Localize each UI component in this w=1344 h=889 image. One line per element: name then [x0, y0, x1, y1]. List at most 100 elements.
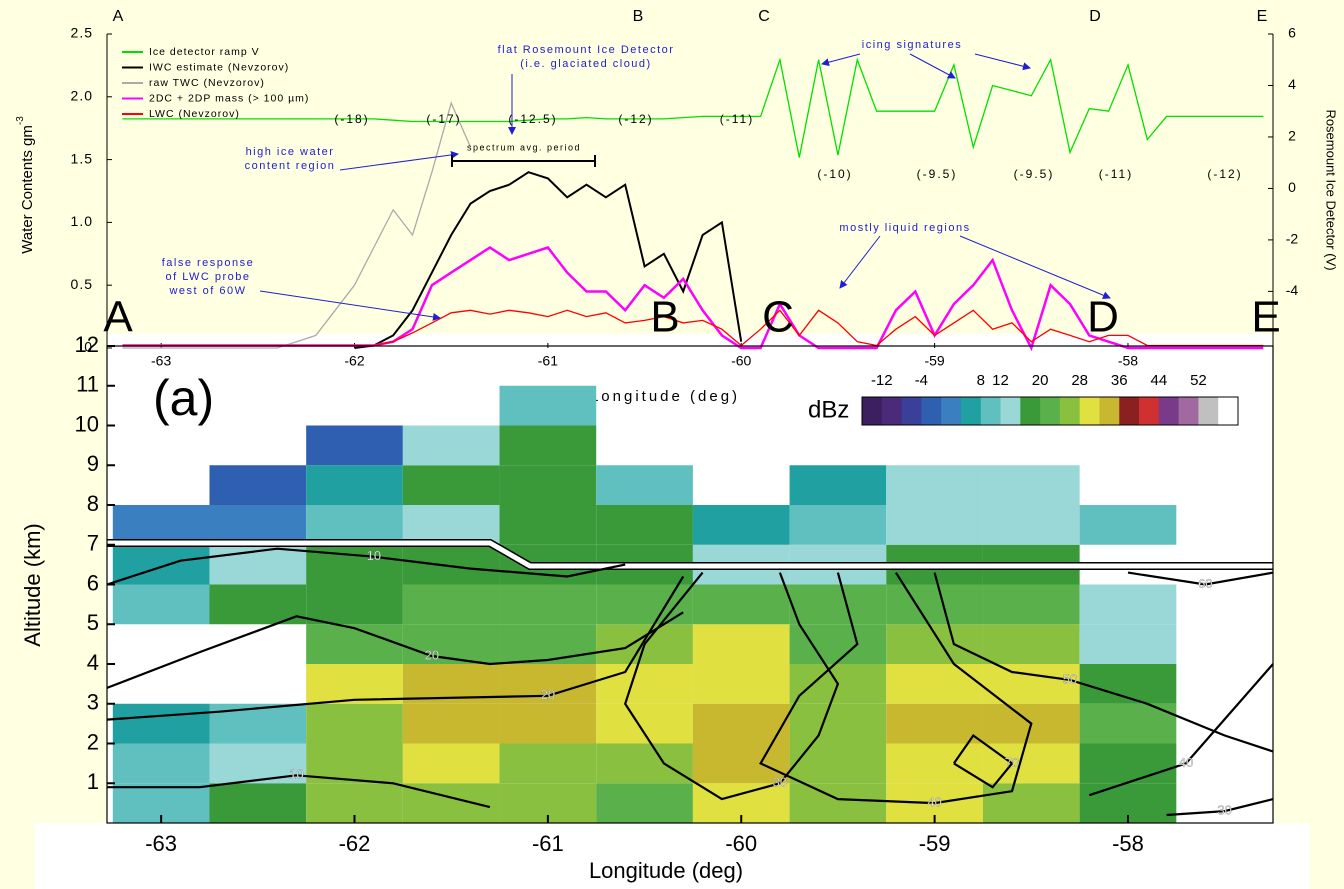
colorbar-swatch [862, 397, 882, 425]
y-axis-title: Altitude (km) [20, 523, 45, 646]
colorbar-tick-label: -12 [871, 372, 893, 389]
contour-label: 60 [1198, 576, 1212, 591]
colorbar-swatch [1119, 397, 1139, 425]
y-tick-label: 9 [87, 451, 99, 476]
temperature-label: (-10) [817, 167, 852, 181]
reflectivity-cell [306, 505, 403, 545]
reflectivity-cell [983, 744, 1080, 784]
x-tick-label: -61 [538, 353, 558, 369]
reflectivity-cell [209, 465, 306, 505]
colorbar-tick-label: 52 [1190, 372, 1207, 389]
temperature-label: (-9.5) [917, 167, 958, 181]
reflectivity-cell [693, 505, 790, 545]
legend-label: LWC (Nevzorov) [149, 108, 240, 120]
reflectivity-cell [983, 624, 1080, 664]
colorbar-tick-label: 44 [1150, 372, 1167, 389]
annotation: content region [245, 160, 336, 172]
contour-label: 10 [367, 548, 381, 563]
reflectivity-cell [403, 704, 500, 744]
contour-label: 70 [1005, 755, 1019, 770]
y-axis-title-exponent: -3 [15, 116, 26, 125]
y-tick-label: 10 [75, 411, 99, 436]
waypoint-label: A [113, 8, 124, 25]
colorbar-swatch [1060, 397, 1080, 425]
colorbar-tick-label: 12 [992, 372, 1009, 389]
x-tick-label: -62 [339, 831, 371, 856]
y-tick-label: 8 [87, 491, 99, 516]
y-tick-label: 3 [87, 690, 99, 715]
reflectivity-cell [596, 505, 693, 545]
x-tick-label: -63 [151, 353, 171, 369]
reflectivity-cell [403, 585, 500, 625]
colorbar-tick-label: -4 [915, 372, 928, 389]
reflectivity-cell [886, 664, 983, 704]
x-axis-title: Longitude (deg) [590, 388, 740, 405]
reflectivity-cell [596, 465, 693, 505]
reflectivity-cell [790, 505, 887, 545]
x-tick-label: -58 [1118, 353, 1138, 369]
reflectivity-cell [403, 744, 500, 784]
annotation: false response [162, 257, 255, 269]
colorbar-swatch [981, 397, 1001, 425]
y-tick-label: 11 [76, 372, 99, 397]
reflectivity-cell [500, 505, 597, 545]
reflectivity-cell [306, 585, 403, 625]
reflectivity-cell [113, 585, 210, 625]
reflectivity-cell [306, 465, 403, 505]
colorbar-swatch [882, 397, 902, 425]
reflectivity-cell [500, 465, 597, 505]
reflectivity-cell [790, 704, 887, 744]
reflectivity-cell [306, 426, 403, 466]
y-tick-label: 2.5 [71, 25, 93, 41]
contour-label: 40 [1179, 755, 1193, 770]
reflectivity-cell [1080, 624, 1177, 664]
reflectivity-cell [209, 704, 306, 744]
reflectivity-cell [1080, 505, 1177, 545]
waypoint-big-label: D [1087, 293, 1119, 342]
temperature-label: (-12.5) [508, 112, 557, 126]
reflectivity-cell [306, 545, 403, 585]
reflectivity-cell [983, 505, 1080, 545]
reflectivity-cell [886, 624, 983, 664]
y-tick-label: 1 [87, 769, 99, 794]
legend-label: raw TWC (Nevzorov) [149, 77, 265, 89]
waypoint-label: E [1257, 8, 1268, 25]
reflectivity-cell [306, 664, 403, 704]
y-tick-label: 1.5 [71, 150, 93, 166]
reflectivity-cell [596, 585, 693, 625]
colorbar-tick-label: 28 [1071, 372, 1088, 389]
reflectivity-cell [886, 744, 983, 784]
y-tick-label: 1.0 [71, 213, 93, 229]
reflectivity-cell [886, 585, 983, 625]
waypoint-big-label: B [650, 293, 679, 342]
reflectivity-cell [403, 465, 500, 505]
colorbar-swatch [1179, 397, 1199, 425]
panel-label: (a) [153, 370, 214, 426]
reflectivity-cell [500, 426, 597, 466]
reflectivity-cell [209, 505, 306, 545]
waypoint-big-label: C [762, 293, 794, 342]
colorbar-swatch [1001, 397, 1021, 425]
reflectivity-cell [790, 465, 887, 505]
reflectivity-cell [693, 585, 790, 625]
reflectivity-cell [500, 704, 597, 744]
y2-axis-title: Rosemount Ice Detector (V) [1324, 109, 1339, 270]
waypoint-big-label: E [1251, 293, 1280, 342]
reflectivity-cell [983, 585, 1080, 625]
x-tick-label: -63 [145, 831, 177, 856]
colorbar-swatch [941, 397, 961, 425]
reflectivity-cell [500, 386, 597, 426]
reflectivity-cell [403, 505, 500, 545]
reflectivity-cell [403, 426, 500, 466]
annotation: flat Rosemount Ice Detector [498, 44, 675, 56]
y-tick-label: 4 [87, 650, 99, 675]
contour-label: 10 [289, 767, 303, 782]
annotation: of LWC probe [165, 271, 250, 283]
y2-tick-label: -2 [1286, 231, 1299, 247]
reflectivity-cell [693, 624, 790, 664]
annotation: (i.e. glaciated cloud) [520, 58, 651, 70]
reflectivity-cell [790, 783, 887, 823]
y-tick-label: 2 [87, 729, 99, 754]
reflectivity-cell [886, 704, 983, 744]
temperature-label: (-9.5) [1014, 167, 1055, 181]
